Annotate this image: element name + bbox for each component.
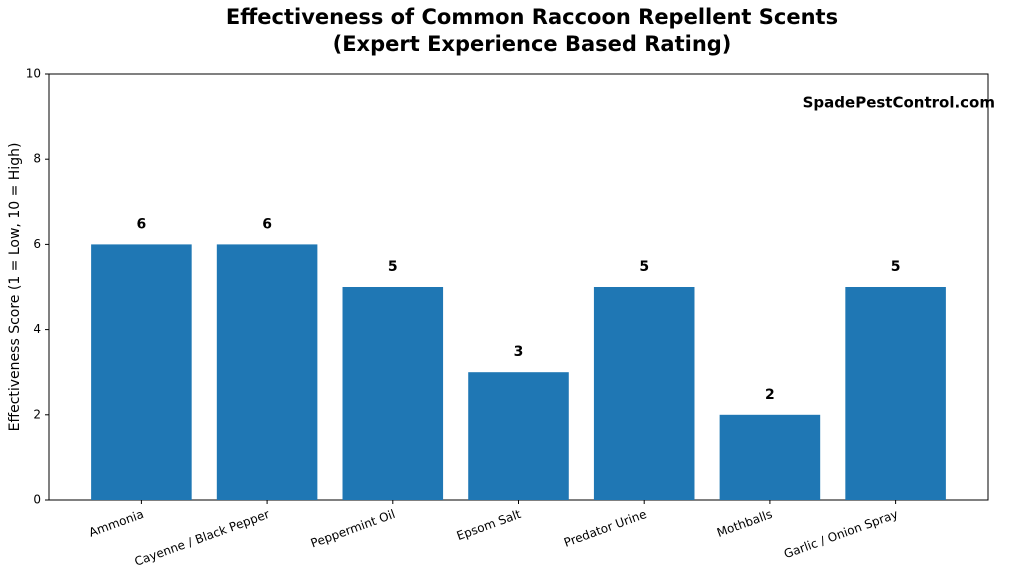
value-label: 5 (891, 259, 901, 275)
x-tick-label: Ammonia (87, 507, 146, 540)
x-tick-label: Cayenne / Black Pepper (133, 507, 272, 569)
y-tick-label: 0 (33, 493, 41, 507)
x-tick-label: Peppermint Oil (309, 507, 397, 551)
y-tick-label: 4 (33, 322, 41, 336)
y-axis-label: Effectiveness Score (1 = Low, 10 = High) (7, 143, 23, 432)
y-tick-label: 10 (26, 67, 41, 81)
x-tick-label: Garlic / Onion Spray (782, 507, 900, 561)
y-tick-label: 2 (33, 407, 41, 421)
annotation: SpadePestControl.com (803, 94, 995, 112)
y-tick-label: 6 (33, 237, 41, 251)
value-label: 3 (514, 344, 524, 360)
bar (845, 287, 946, 500)
bar (342, 287, 444, 500)
chart-subtitle: (Expert Experience Based Rating) (333, 32, 732, 56)
value-label: 6 (137, 216, 147, 232)
bar (91, 244, 192, 500)
bar (719, 414, 821, 500)
chart-title: Effectiveness of Common Raccoon Repellen… (226, 5, 838, 29)
value-label: 5 (639, 259, 649, 275)
x-tick-label: Epsom Salt (455, 507, 523, 543)
bar (468, 372, 569, 500)
value-label: 6 (262, 216, 272, 232)
value-label: 2 (765, 387, 775, 403)
x-tick-label: Predator Urine (562, 507, 648, 550)
bar (216, 244, 318, 500)
x-tick-label: Mothballs (715, 507, 774, 540)
y-tick-label: 8 (33, 152, 41, 166)
value-label: 5 (388, 259, 398, 275)
bar (593, 287, 695, 500)
